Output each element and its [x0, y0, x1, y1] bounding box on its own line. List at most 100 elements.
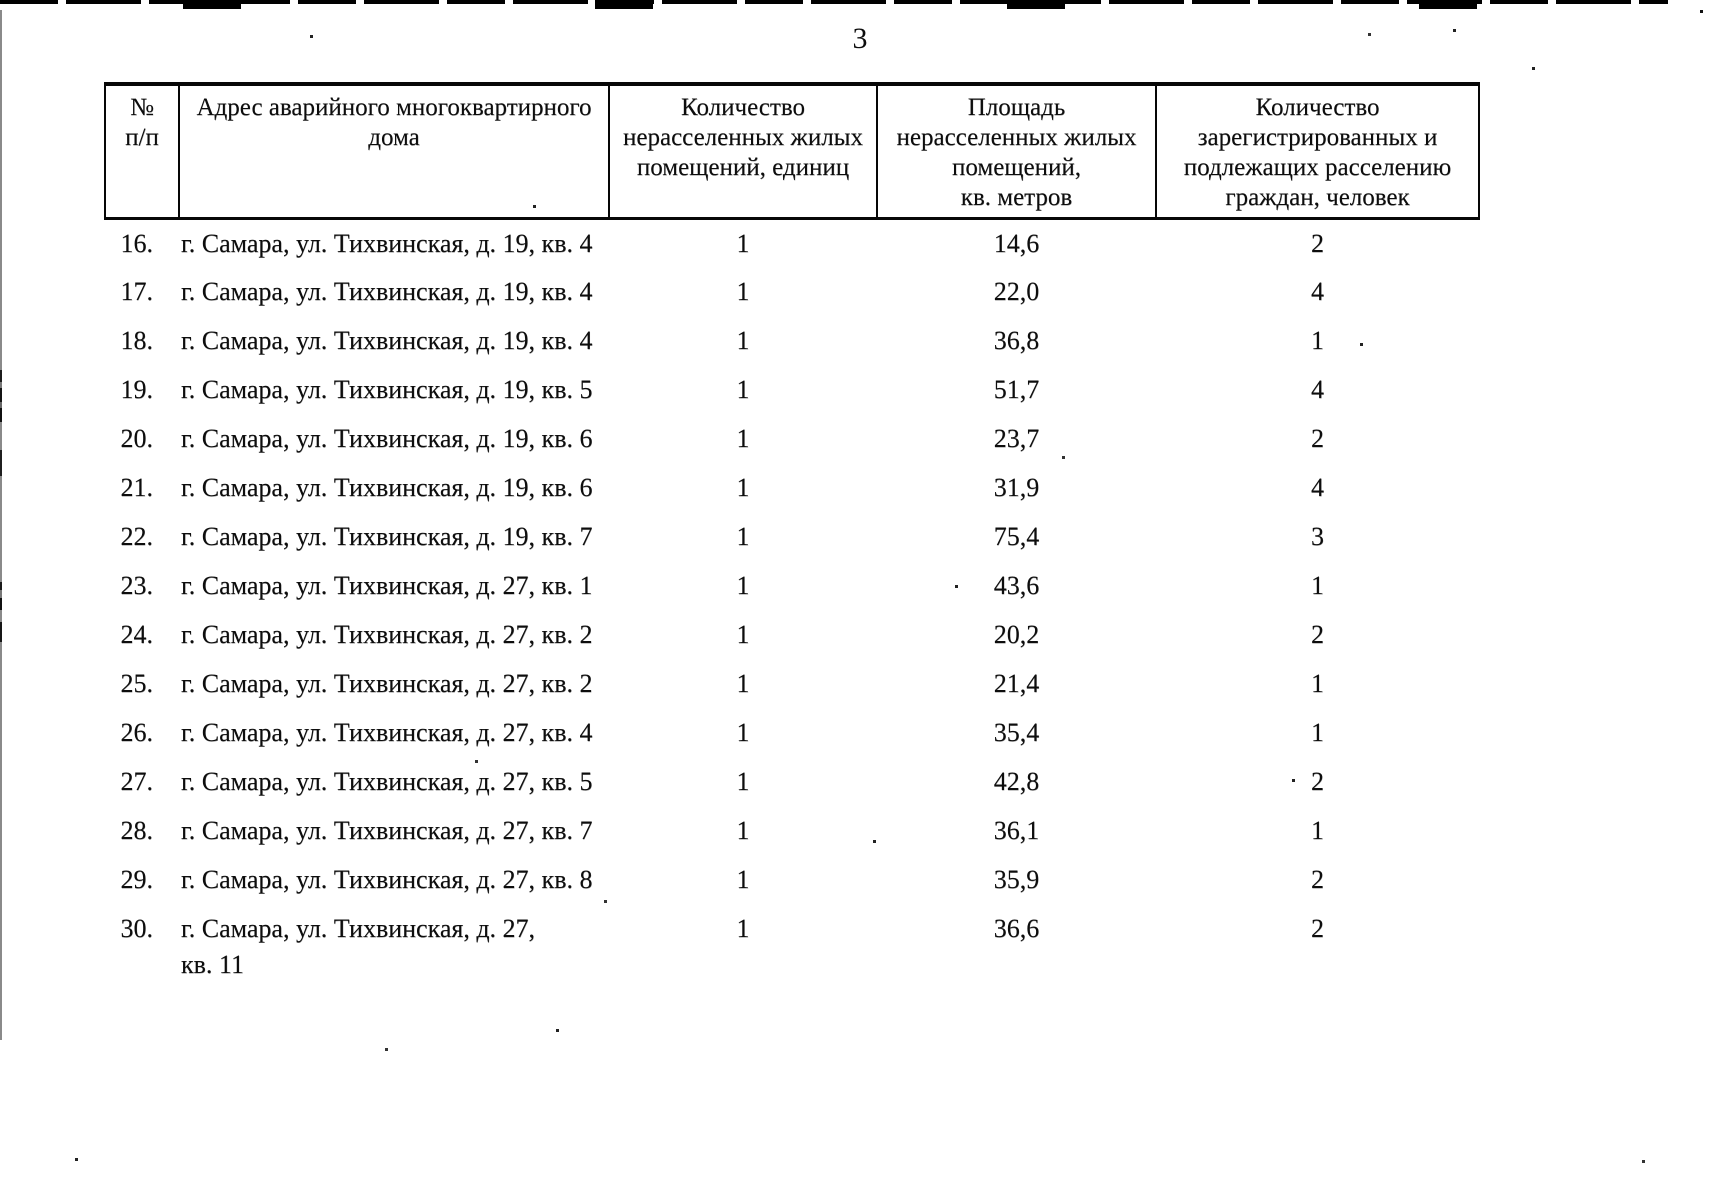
- row-number-cell: 16.: [120, 229, 154, 258]
- row-number-cell: 23.: [120, 570, 154, 600]
- row-number-cell: 28.: [120, 815, 154, 845]
- address-cell: г. Самара, ул. Тихвинская, д. 19, кв. 4: [181, 325, 593, 355]
- units-count-cell: 1: [736, 472, 750, 502]
- address-cell: г. Самара, ул. Тихвинская, д. 27, кв. 5: [181, 766, 593, 796]
- area-cell: 36,6: [993, 913, 1040, 943]
- row-number-cell: 19.: [120, 374, 154, 404]
- table-row: 26. г. Самара, ул. Тихвинская, д. 27, кв.…: [105, 709, 1479, 758]
- citizens-count-cell: 2: [1311, 619, 1324, 649]
- row-number-cell: 25.: [120, 668, 154, 698]
- address-cell: г. Самара, ул. Тихвинская, д. 19, кв. 6: [181, 472, 593, 502]
- citizens-count-cell: 3: [1311, 521, 1324, 551]
- area-cell: 51,7: [993, 374, 1040, 404]
- area-cell: 23,7: [993, 423, 1040, 453]
- row-number-cell: 27.: [120, 766, 154, 796]
- row-number-cell: 21.: [120, 472, 154, 502]
- unresettled-premises-table: № п/п Адрес аварийного многоквартирного д…: [104, 82, 1480, 983]
- area-cell: 20,2: [993, 619, 1040, 649]
- table-row: 17. г. Самара, ул. Тихвинская, д. 19, кв.…: [105, 268, 1479, 317]
- table-row: 25. г. Самара, ул. Тихвинская, д. 27, кв.…: [105, 660, 1479, 709]
- units-count-cell: 1: [736, 325, 750, 355]
- units-count-cell: 1: [736, 815, 750, 845]
- citizens-count-cell: 1: [1311, 717, 1324, 747]
- area-cell: 22,0: [993, 276, 1040, 306]
- units-count-cell: 1: [736, 423, 750, 453]
- area-cell: 36,8: [993, 325, 1040, 355]
- table-row: 24. г. Самара, ул. Тихвинская, д. 27, кв.…: [105, 611, 1479, 660]
- citizens-count-cell: 1: [1311, 570, 1324, 600]
- units-count-cell: 1: [736, 374, 750, 404]
- area-cell: 21,4: [993, 668, 1040, 698]
- units-count-cell: 1: [736, 570, 750, 600]
- scan-artifact-top-edge: [0, 0, 1668, 11]
- address-cell: г. Самара, ул. Тихвинская, д. 27, кв. 1: [181, 570, 593, 600]
- citizens-count-cell: 4: [1311, 276, 1324, 306]
- table-row: 27. г. Самара, ул. Тихвинская, д. 27, кв.…: [105, 758, 1479, 807]
- units-count-cell: 1: [736, 913, 750, 943]
- citizens-count-cell: 2: [1311, 913, 1324, 943]
- address-cell: г. Самара, ул. Тихвинская, д. 27, кв. 2: [181, 619, 593, 649]
- column-header-4: Количество зарегистрированных и подлежащ…: [1155, 82, 1480, 220]
- area-cell: 43,6: [993, 570, 1040, 600]
- units-count-cell: 1: [736, 276, 750, 306]
- row-number-cell: 18.: [120, 325, 154, 355]
- citizens-count-cell: 1: [1311, 668, 1324, 698]
- column-header-1: Адрес аварийного многоквартирного дома: [178, 82, 610, 220]
- table-row: 16. г. Самара, ул. Тихвинская, д. 19, кв.…: [105, 219, 1479, 268]
- table-row: 28. г. Самара, ул. Тихвинская, д. 27, кв.…: [105, 807, 1479, 856]
- row-number-cell: 17.: [120, 276, 154, 306]
- citizens-count-cell: 1: [1311, 815, 1324, 845]
- units-count-cell: 1: [736, 717, 750, 747]
- table-row: 30. г. Самара, ул. Тихвинская, д. 27, кв.…: [105, 905, 1479, 983]
- address-cell: г. Самара, ул. Тихвинская, д. 27, кв. 2: [181, 668, 593, 698]
- row-number-cell: 24.: [120, 619, 154, 649]
- citizens-count-cell: 2: [1311, 864, 1324, 894]
- row-number-cell: 26.: [120, 717, 154, 747]
- address-cell: г. Самара, ул. Тихвинская, д. 19, кв. 7: [181, 521, 593, 551]
- table-row: 19. г. Самара, ул. Тихвинская, д. 19, кв.…: [105, 366, 1479, 415]
- area-cell: 75,4: [993, 521, 1040, 551]
- citizens-count-cell: 4: [1311, 374, 1324, 404]
- citizens-count-cell: 1: [1311, 325, 1324, 355]
- table-row: 22. г. Самара, ул. Тихвинская, д. 19, кв.…: [105, 513, 1479, 562]
- area-cell: 14,6: [993, 229, 1040, 258]
- row-number-cell: 22.: [120, 521, 154, 551]
- address-cell: г. Самара, ул. Тихвинская, д. 27, кв. 8: [181, 864, 593, 894]
- scan-artifact-left-edge: [0, 10, 2, 1040]
- units-count-cell: 1: [736, 619, 750, 649]
- units-count-cell: 1: [736, 864, 750, 894]
- column-header-0: № п/п: [104, 82, 180, 220]
- table-row: 29. г. Самара, ул. Тихвинская, д. 27, кв.…: [105, 856, 1479, 905]
- header-row: № п/п Адрес аварийного многоквартирного д…: [104, 82, 1480, 220]
- column-header-3: Площадь нерасселенных жилых помещений, к…: [876, 82, 1157, 220]
- address-cell: г. Самара, ул. Тихвинская, д. 27, кв. 11: [181, 913, 536, 979]
- area-cell: 31,9: [993, 472, 1040, 502]
- address-cell: г. Самара, ул. Тихвинская, д. 19, кв. 4: [181, 229, 593, 258]
- area-cell: 35,9: [993, 864, 1040, 894]
- row-number-cell: 20.: [120, 423, 154, 453]
- units-count-cell: 1: [736, 521, 750, 551]
- page-number: 3: [852, 22, 868, 55]
- citizens-count-cell: 4: [1311, 472, 1324, 502]
- table-row: 20. г. Самара, ул. Тихвинская, д. 19, кв.…: [105, 415, 1479, 464]
- citizens-count-cell: 2: [1311, 229, 1324, 258]
- citizens-count-cell: 2: [1311, 423, 1324, 453]
- table-row: 23. г. Самара, ул. Тихвинская, д. 27, кв.…: [105, 562, 1479, 611]
- area-cell: 35,4: [993, 717, 1040, 747]
- column-header-2: Количество нерасселенных жилых помещений…: [608, 82, 878, 220]
- address-cell: г. Самара, ул. Тихвинская, д. 27, кв. 4: [181, 717, 593, 747]
- address-cell: г. Самара, ул. Тихвинская, д. 19, кв. 5: [181, 374, 593, 404]
- address-cell: г. Самара, ул. Тихвинская, д. 19, кв. 6: [181, 423, 593, 453]
- address-cell: г. Самара, ул. Тихвинская, д. 27, кв. 7: [181, 815, 593, 845]
- area-cell: 42,8: [993, 766, 1040, 796]
- units-count-cell: 1: [736, 668, 750, 698]
- units-count-cell: 1: [736, 766, 750, 796]
- row-number-cell: 29.: [120, 864, 154, 894]
- row-number-cell: 30.: [120, 913, 154, 943]
- address-cell: г. Самара, ул. Тихвинская, д. 19, кв. 4: [181, 276, 593, 306]
- area-cell: 36,1: [993, 815, 1040, 845]
- units-count-cell: 1: [736, 229, 750, 258]
- table-row: 18. г. Самара, ул. Тихвинская, д. 19, кв.…: [105, 317, 1479, 366]
- scan-specks: [310, 35, 313, 38]
